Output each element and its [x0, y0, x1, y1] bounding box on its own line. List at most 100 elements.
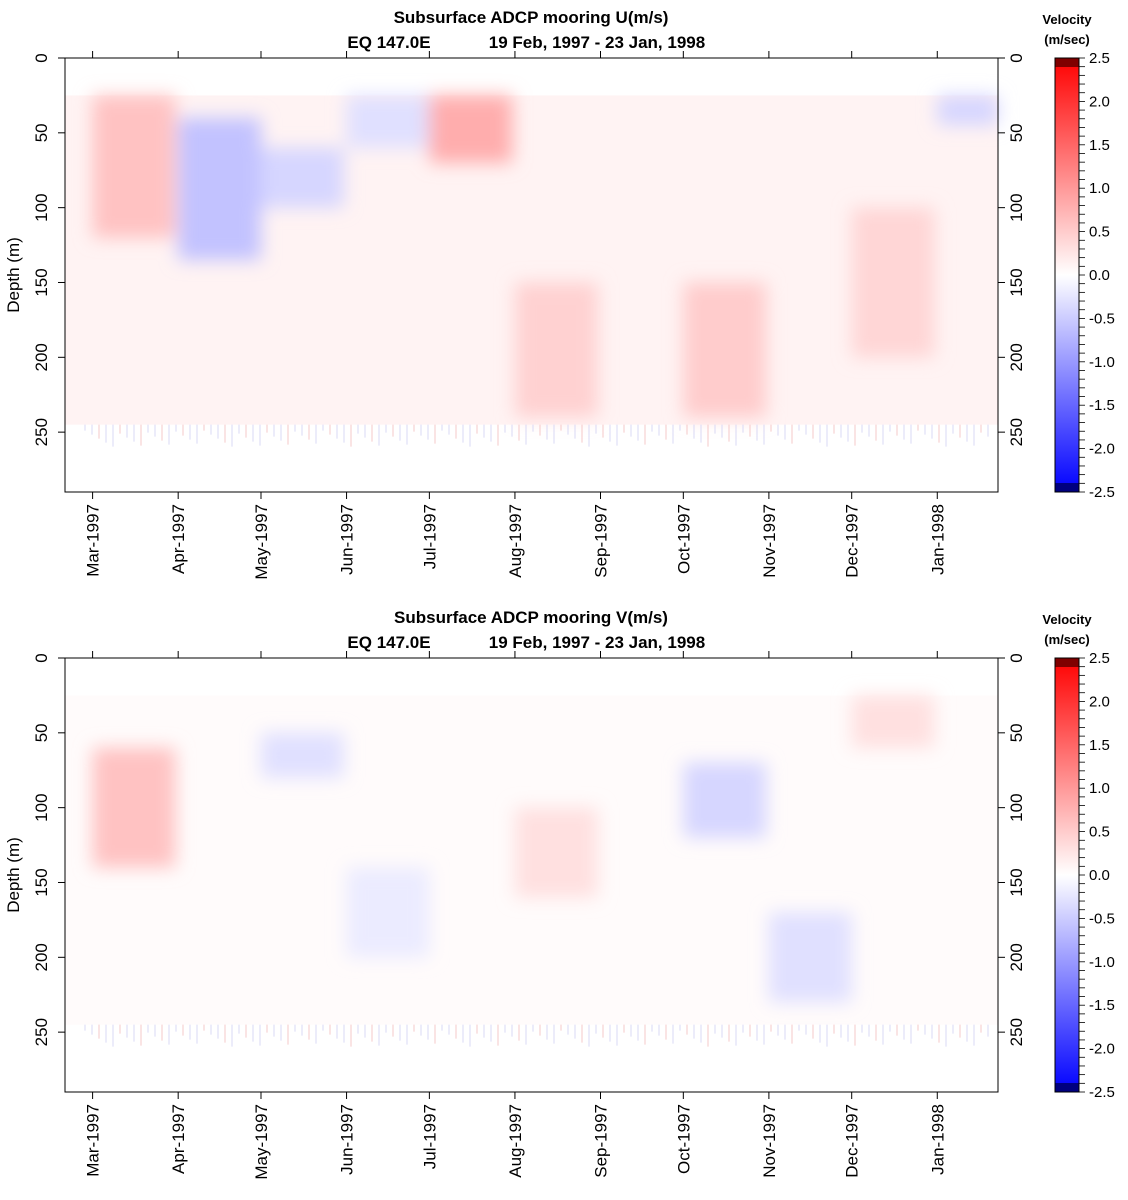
- u-colorbar-tick-7: -1.0: [1089, 354, 1115, 371]
- u-colorbar-frame: [1054, 57, 1080, 493]
- u-feature-6: [683, 282, 767, 418]
- u-xtick-label-7: Oct-1997: [674, 504, 693, 574]
- u-ytick-label-right-2: 100: [1007, 193, 1026, 221]
- v-colorbar: Velocity (m/sec) 2.5 2.0 1.5 1.0 0.5 0.0 -0.5 -…: [1042, 612, 1114, 1101]
- v-colorbar-tick-1: 2.0: [1089, 693, 1110, 710]
- v-title-location: EQ 147.0E: [347, 633, 430, 652]
- u-ytick-label-left-4: 200: [32, 343, 51, 371]
- v-xtick-label-0: Mar-1997: [84, 1104, 103, 1177]
- v-velocity-field: [65, 695, 998, 1047]
- u-xtick-label-8: Nov-1997: [760, 504, 779, 578]
- u-colorbar-tick-8: -1.5: [1089, 397, 1115, 414]
- v-ytick-label-left-3: 150: [32, 868, 51, 896]
- v-xtick-label-4: Jul-1997: [420, 1104, 439, 1169]
- v-xtick-label-1: Apr-1997: [169, 1104, 188, 1174]
- u-ytick-label-right-4: 200: [1007, 343, 1026, 371]
- v-ytick-label-left-0: 0: [32, 653, 51, 662]
- u-xtick-label-2: May-1997: [252, 504, 271, 580]
- v-xtick-label-10: Jan-1998: [928, 1104, 947, 1175]
- v-colorbar-tick-4: 0.5: [1089, 824, 1110, 841]
- v-feature-0: [92, 747, 176, 868]
- v-xtick-label-2: May-1997: [252, 1104, 271, 1180]
- u-title-location: EQ 147.0E: [347, 33, 430, 52]
- u-ytick-label-left-1: 50: [32, 123, 51, 142]
- v-colorbar-frame: [1054, 657, 1080, 1093]
- u-ytick-label-left-2: 100: [32, 193, 51, 221]
- u-xtick-label-6: Sep-1997: [592, 504, 611, 578]
- u-y-axis-label: Depth (m): [4, 237, 23, 313]
- u-ytick-label-left-5: 250: [32, 418, 51, 446]
- u-feature-0: [92, 95, 176, 238]
- v-ytick-label-right-0: 0: [1007, 653, 1026, 662]
- v-feature-3: [514, 807, 598, 898]
- u-feature-3: [346, 95, 430, 148]
- v-title-line1: Subsurface ADCP mooring V(m/s): [394, 608, 668, 627]
- v-ytick-label-right-4: 200: [1007, 943, 1026, 971]
- u-x-ticks: Mar-1997 Apr-1997 May-1997 Jun-1997 Jul-1997…: [84, 51, 947, 580]
- v-xtick-label-3: Jun-1997: [338, 1104, 357, 1175]
- u-feature-7: [851, 207, 935, 358]
- u-colorbar-title-line2: (m/sec): [1044, 32, 1090, 47]
- u-xtick-label-9: Dec-1997: [843, 504, 862, 578]
- u-colorbar-tick-10: -2.5: [1089, 484, 1115, 501]
- v-colorbar-tick-7: -1.0: [1089, 954, 1115, 971]
- u-xtick-label-10: Jan-1998: [928, 504, 947, 575]
- u-xtick-label-4: Jul-1997: [420, 504, 439, 569]
- u-title-line1: Subsurface ADCP mooring U(m/s): [394, 8, 669, 27]
- u-feature-2: [260, 147, 344, 208]
- u-deep-streaks: [84, 424, 989, 447]
- v-colorbar-tick-3: 1.0: [1089, 780, 1110, 797]
- v-y-axis-label: Depth (m): [4, 837, 23, 913]
- v-xtick-label-6: Sep-1997: [592, 1104, 611, 1178]
- v-xtick-label-5: Aug-1997: [506, 1104, 525, 1178]
- u-colorbar-tick-1: 2.0: [1089, 93, 1110, 110]
- v-velocity-panel: Subsurface ADCP mooring V(m/s) EQ 147.0E…: [4, 608, 1115, 1180]
- u-feature-1: [178, 117, 261, 261]
- u-colorbar-min-cap: [1055, 483, 1079, 492]
- v-deep-streaks: [84, 1024, 989, 1047]
- v-colorbar-max-cap: [1055, 658, 1079, 667]
- v-ytick-label-right-5: 250: [1007, 1018, 1026, 1046]
- u-colorbar-tick-0: 2.5: [1089, 50, 1110, 67]
- u-ytick-label-left-0: 0: [32, 53, 51, 62]
- v-x-ticks: Mar-1997 Apr-1997 May-1997 Jun-1997 Jul-1997…: [84, 651, 947, 1180]
- v-ytick-label-right-2: 100: [1007, 793, 1026, 821]
- u-title-period: 19 Feb, 1997 - 23 Jan, 1998: [489, 33, 705, 52]
- u-colorbar-max-cap: [1055, 58, 1079, 67]
- u-colorbar: Velocity (m/sec) 2.5 2.0 1.5 1.0 0.5 0.0 -0.5 -…: [1042, 12, 1114, 501]
- v-plot-frame: [64, 657, 999, 1093]
- v-feature-6: [851, 695, 935, 748]
- u-colorbar-title-line1: Velocity: [1042, 12, 1092, 27]
- v-ytick-label-left-4: 200: [32, 943, 51, 971]
- u-colorbar-tick-6: -0.5: [1089, 310, 1115, 327]
- v-xtick-label-7: Oct-1997: [674, 1104, 693, 1174]
- u-feature-5: [514, 282, 598, 418]
- v-colorbar-tick-8: -1.5: [1089, 997, 1115, 1014]
- u-y-ticks: 0 0 50 50 100 100 150 150 200 200 250 250: [32, 53, 1026, 446]
- u-ytick-label-right-1: 50: [1007, 123, 1026, 142]
- v-colorbar-min-cap: [1055, 1083, 1079, 1092]
- v-feature-1: [260, 732, 344, 778]
- v-xtick-label-8: Nov-1997: [760, 1104, 779, 1178]
- u-feature-4: [429, 95, 513, 163]
- v-colorbar-tick-6: -0.5: [1089, 910, 1115, 927]
- v-colorbar-tick-0: 2.5: [1089, 650, 1110, 667]
- v-feature-2: [346, 867, 430, 958]
- v-ytick-label-left-2: 100: [32, 793, 51, 821]
- u-colorbar-tick-3: 1.0: [1089, 180, 1110, 197]
- v-colorbar-tick-9: -2.0: [1089, 1041, 1115, 1058]
- v-colorbar-tick-2: 1.5: [1089, 737, 1110, 754]
- u-xtick-label-0: Mar-1997: [84, 504, 103, 577]
- u-velocity-field: [65, 95, 998, 447]
- u-colorbar-tick-4: 0.5: [1089, 224, 1110, 241]
- v-colorbar-title-line2: (m/sec): [1044, 632, 1090, 647]
- u-colorbar-tick-5: 0.0: [1089, 267, 1110, 284]
- u-colorbar-gradient: [1055, 58, 1079, 492]
- v-colorbar-tick-5: 0.0: [1089, 867, 1110, 884]
- v-ytick-label-left-1: 50: [32, 723, 51, 742]
- u-plot-frame: [64, 57, 999, 493]
- u-colorbar-tick-9: -2.0: [1089, 441, 1115, 458]
- u-ytick-label-right-3: 150: [1007, 268, 1026, 296]
- u-colorbar-tick-2: 1.5: [1089, 137, 1110, 154]
